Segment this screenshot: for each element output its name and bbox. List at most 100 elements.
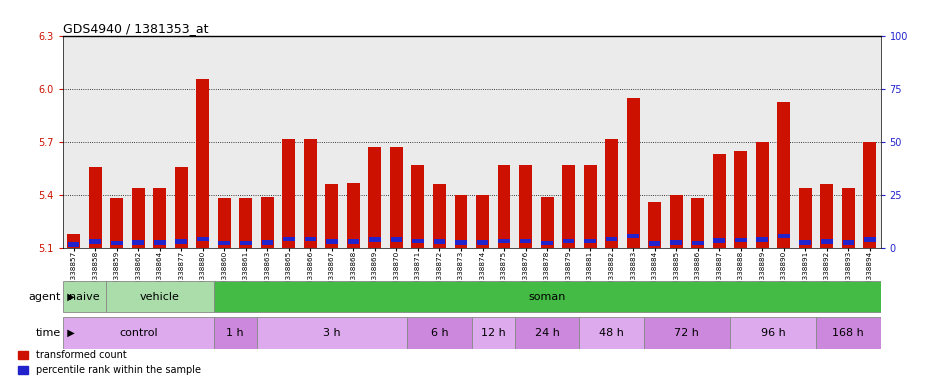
Bar <box>820 184 833 248</box>
Bar <box>240 199 253 248</box>
Bar <box>584 165 597 248</box>
Bar <box>562 238 574 243</box>
Text: 168 h: 168 h <box>832 328 864 338</box>
Bar <box>326 184 339 248</box>
Bar <box>390 147 403 248</box>
Text: control: control <box>119 328 157 338</box>
Bar <box>283 237 295 242</box>
Bar <box>390 237 402 242</box>
Bar <box>606 237 617 242</box>
Bar <box>304 139 317 248</box>
Bar <box>132 240 144 245</box>
Bar <box>842 188 855 248</box>
Bar <box>412 165 425 248</box>
Bar <box>347 182 360 248</box>
Bar <box>713 238 725 243</box>
Bar <box>454 195 467 248</box>
Bar <box>434 239 445 244</box>
Text: soman: soman <box>528 291 566 302</box>
Bar <box>90 239 101 244</box>
Bar <box>735 238 746 242</box>
Bar <box>821 239 832 244</box>
Bar <box>540 197 553 248</box>
Text: naive: naive <box>69 291 100 302</box>
Bar <box>111 241 122 245</box>
Text: 1 h: 1 h <box>227 328 244 338</box>
Text: GDS4940 / 1381353_at: GDS4940 / 1381353_at <box>63 22 208 35</box>
Bar <box>217 199 230 248</box>
Bar <box>214 281 881 312</box>
Bar <box>562 165 575 248</box>
Bar <box>499 238 510 243</box>
Bar <box>89 167 102 248</box>
Bar <box>472 318 515 349</box>
Text: 6 h: 6 h <box>431 328 449 338</box>
Text: vehicle: vehicle <box>140 291 179 302</box>
Bar <box>433 184 446 248</box>
Bar <box>68 242 80 247</box>
Bar <box>348 239 359 244</box>
Bar <box>843 240 854 245</box>
Bar <box>304 237 316 242</box>
Bar <box>368 147 381 248</box>
Bar <box>713 154 726 248</box>
Bar <box>407 318 472 349</box>
Bar <box>154 188 166 248</box>
Bar <box>520 238 531 243</box>
Bar <box>863 142 876 248</box>
Bar <box>799 188 812 248</box>
Text: time: time <box>36 328 61 338</box>
Text: agent: agent <box>29 291 61 302</box>
Bar <box>627 233 639 238</box>
Bar <box>730 318 816 349</box>
Bar <box>282 139 295 248</box>
Bar <box>648 202 661 248</box>
Bar <box>240 241 252 245</box>
Bar <box>756 142 769 248</box>
Bar <box>579 318 644 349</box>
Bar <box>670 195 683 248</box>
Bar <box>644 318 730 349</box>
Bar <box>68 233 80 248</box>
Legend: transformed count, percentile rank within the sample: transformed count, percentile rank withi… <box>14 346 204 379</box>
Bar <box>476 195 489 248</box>
Bar <box>498 165 511 248</box>
Bar <box>648 241 660 246</box>
Bar <box>256 318 407 349</box>
Bar <box>214 318 256 349</box>
Bar <box>778 234 790 238</box>
Bar <box>197 237 208 242</box>
Text: 3 h: 3 h <box>323 328 340 338</box>
Bar <box>605 139 618 248</box>
Bar <box>63 318 214 349</box>
Bar <box>515 318 579 349</box>
Bar <box>799 240 811 245</box>
Bar <box>455 240 467 245</box>
Bar <box>261 197 274 248</box>
Text: 24 h: 24 h <box>535 328 560 338</box>
Bar <box>154 240 166 245</box>
Bar <box>262 240 273 245</box>
Bar <box>585 238 596 243</box>
Bar <box>816 318 881 349</box>
Bar <box>864 237 876 242</box>
Text: 96 h: 96 h <box>760 328 785 338</box>
Bar <box>131 188 144 248</box>
Text: 48 h: 48 h <box>599 328 624 338</box>
Bar <box>369 237 381 242</box>
Bar <box>413 238 424 243</box>
Bar <box>757 237 768 242</box>
Bar <box>110 199 123 248</box>
Bar <box>476 240 488 245</box>
Bar <box>626 98 639 248</box>
Bar <box>63 281 106 312</box>
Bar <box>734 151 747 248</box>
Bar <box>691 199 704 248</box>
Bar <box>671 240 682 245</box>
Text: 72 h: 72 h <box>674 328 699 338</box>
Bar <box>541 241 553 245</box>
Bar <box>196 79 209 248</box>
Bar <box>519 165 532 248</box>
Bar <box>327 239 338 244</box>
Text: ▶: ▶ <box>61 328 75 338</box>
